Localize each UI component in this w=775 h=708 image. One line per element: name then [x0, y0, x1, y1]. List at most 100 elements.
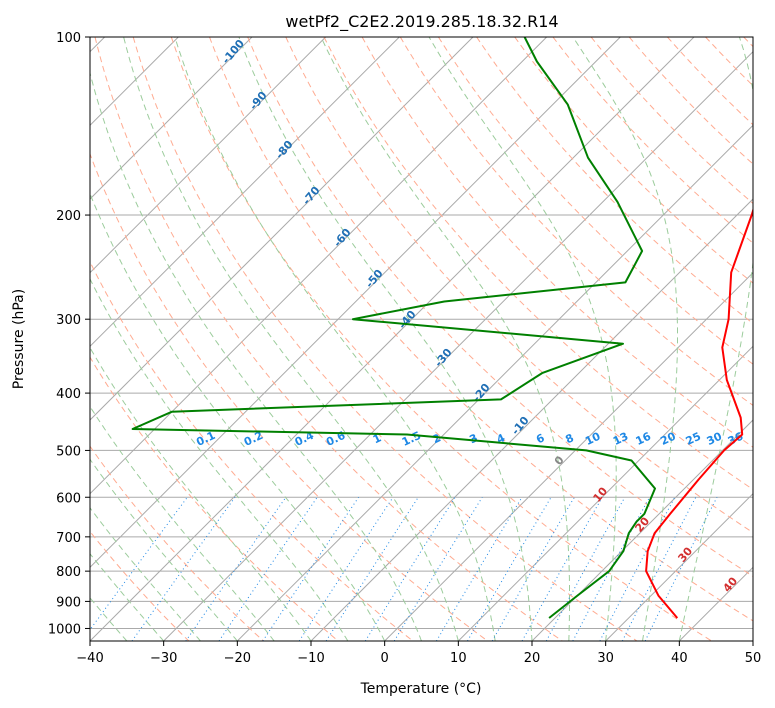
- isotherm-line: [90, 37, 548, 495]
- dry-adiabat-line: [552, 37, 753, 244]
- mixing-ratio-line: [621, 497, 697, 641]
- dry-adiabat-line: [285, 37, 753, 534]
- dry-adiabat-label: 30: [675, 544, 695, 564]
- dry-adiabat-line: [90, 260, 414, 641]
- dry-adiabat-line: [247, 37, 753, 577]
- isotherm-line: [90, 37, 327, 274]
- y-tick-label: 500: [56, 444, 81, 459]
- isotherm-line: [752, 640, 753, 641]
- moist-adiabat-line: [678, 37, 753, 641]
- dry-adiabat-label: 10: [590, 484, 610, 504]
- isotherm-line: [310, 198, 753, 641]
- moist-adiabat-line: [90, 192, 386, 641]
- x-tick-label: 50: [745, 651, 762, 666]
- dry-adiabat-label: -50: [363, 267, 386, 291]
- mixing-ratio-line: [90, 497, 188, 631]
- isotherm-line: [384, 271, 753, 641]
- moist-adiabat-line: [90, 597, 128, 641]
- mixing-ratio-label: 3: [467, 431, 479, 446]
- mixing-ratio-line: [325, 497, 419, 641]
- x-tick-label: −40: [76, 651, 103, 666]
- y-tick-label: 1000: [48, 622, 81, 637]
- dry-adiabat-line: [132, 37, 638, 641]
- mixing-ratio-line: [364, 497, 456, 641]
- mixing-ratio-label: 2: [431, 431, 443, 446]
- moist-adiabat-line: [90, 346, 312, 641]
- dry-adiabat-line: [90, 530, 190, 641]
- dry-adiabat-label: -100: [219, 37, 247, 67]
- mixing-ratio-label: 30: [705, 430, 725, 448]
- mixing-ratio-label: 13: [611, 430, 630, 448]
- dry-adiabat-line: [399, 37, 753, 407]
- mixing-ratio-line: [131, 497, 236, 641]
- mixing-ratio-label: 6: [534, 431, 547, 446]
- mixing-ratio-line: [218, 497, 318, 641]
- dry-adiabat-line: [90, 152, 488, 641]
- isotherm-line: [90, 37, 695, 641]
- moist-adiabat-line: [90, 507, 201, 641]
- dry-adiabat-label: -60: [331, 226, 354, 250]
- dry-adiabat-label: -80: [273, 138, 296, 162]
- x-tick-label: −30: [150, 651, 177, 666]
- y-tick-label: 200: [56, 209, 81, 224]
- isotherm-line: [236, 124, 753, 641]
- dry-adiabat-line: [209, 37, 753, 622]
- mixing-ratio-line: [644, 497, 718, 641]
- isotherm-line: [163, 50, 753, 641]
- moist-adiabat-line: [90, 277, 349, 641]
- isotherm-line: [531, 419, 753, 641]
- plot-frame: [89, 36, 754, 642]
- y-tick-label: 600: [56, 491, 81, 506]
- y-tick-label: 300: [56, 313, 81, 328]
- y-tick-label: 900: [56, 595, 81, 610]
- dry-adiabat-label: -90: [247, 89, 270, 113]
- dry-adiabat-line: [170, 37, 712, 641]
- dry-adiabat-line: [323, 37, 753, 491]
- moist-adiabat-line: [90, 71, 422, 641]
- moist-adiabat-line: [572, 37, 678, 641]
- y-axis-title: Pressure (hPa): [11, 289, 27, 389]
- mixing-ratio-line: [393, 497, 483, 641]
- mixing-ratio-label: 0.1: [194, 429, 217, 449]
- y-tick-label: 100: [56, 31, 81, 46]
- x-tick-label: 30: [597, 651, 614, 666]
- mixing-ratio-label: 10: [583, 430, 603, 448]
- isotherm-line: [605, 492, 753, 641]
- mixing-ratio-line: [262, 497, 360, 641]
- mixing-ratio-label: 1.5: [400, 429, 423, 449]
- profile-line: [645, 207, 753, 619]
- isotherm-line: [90, 37, 253, 200]
- moist-adiabat-line: [320, 37, 570, 641]
- mixing-ratio-line: [467, 497, 552, 641]
- mixing-ratio-label: 25: [684, 430, 703, 448]
- background-lines: [90, 37, 753, 641]
- dry-adiabat-line: [94, 37, 563, 641]
- dry-adiabat-line: [705, 37, 753, 87]
- moist-adiabat-line: [90, 405, 275, 641]
- moist-adiabat-line: [174, 37, 496, 641]
- x-tick-label: 10: [450, 651, 467, 666]
- mixing-ratio-label: 0.6: [324, 429, 347, 449]
- dry-adiabat-label: -30: [432, 346, 455, 370]
- moist-adiabat-line: [90, 552, 165, 641]
- moist-adiabat-line: [90, 458, 238, 641]
- isotherm-line: [90, 37, 400, 348]
- mixing-ratio-label: 16: [634, 430, 654, 448]
- y-tick-label: 400: [56, 387, 81, 402]
- isotherm-line: [90, 37, 474, 421]
- mixing-ratio-line: [298, 497, 394, 641]
- dry-adiabat-line: [743, 37, 753, 48]
- mixing-ratio-line: [545, 497, 626, 641]
- dry-adiabat-label: -70: [300, 184, 323, 208]
- dry-adiabat-line: [361, 37, 753, 448]
- x-tick-label: 40: [671, 651, 688, 666]
- y-tick-label: 700: [56, 531, 81, 546]
- dry-adiabat-line: [590, 37, 753, 205]
- y-tick-label: 800: [56, 565, 81, 580]
- moist-adiabat-line: [123, 37, 459, 641]
- isotherm-line: [678, 566, 753, 641]
- isotherm-line: [90, 37, 621, 569]
- chart-title: wetPf2_C2E2.2019.285.18.32.R14: [285, 12, 558, 32]
- x-tick-label: −20: [224, 651, 251, 666]
